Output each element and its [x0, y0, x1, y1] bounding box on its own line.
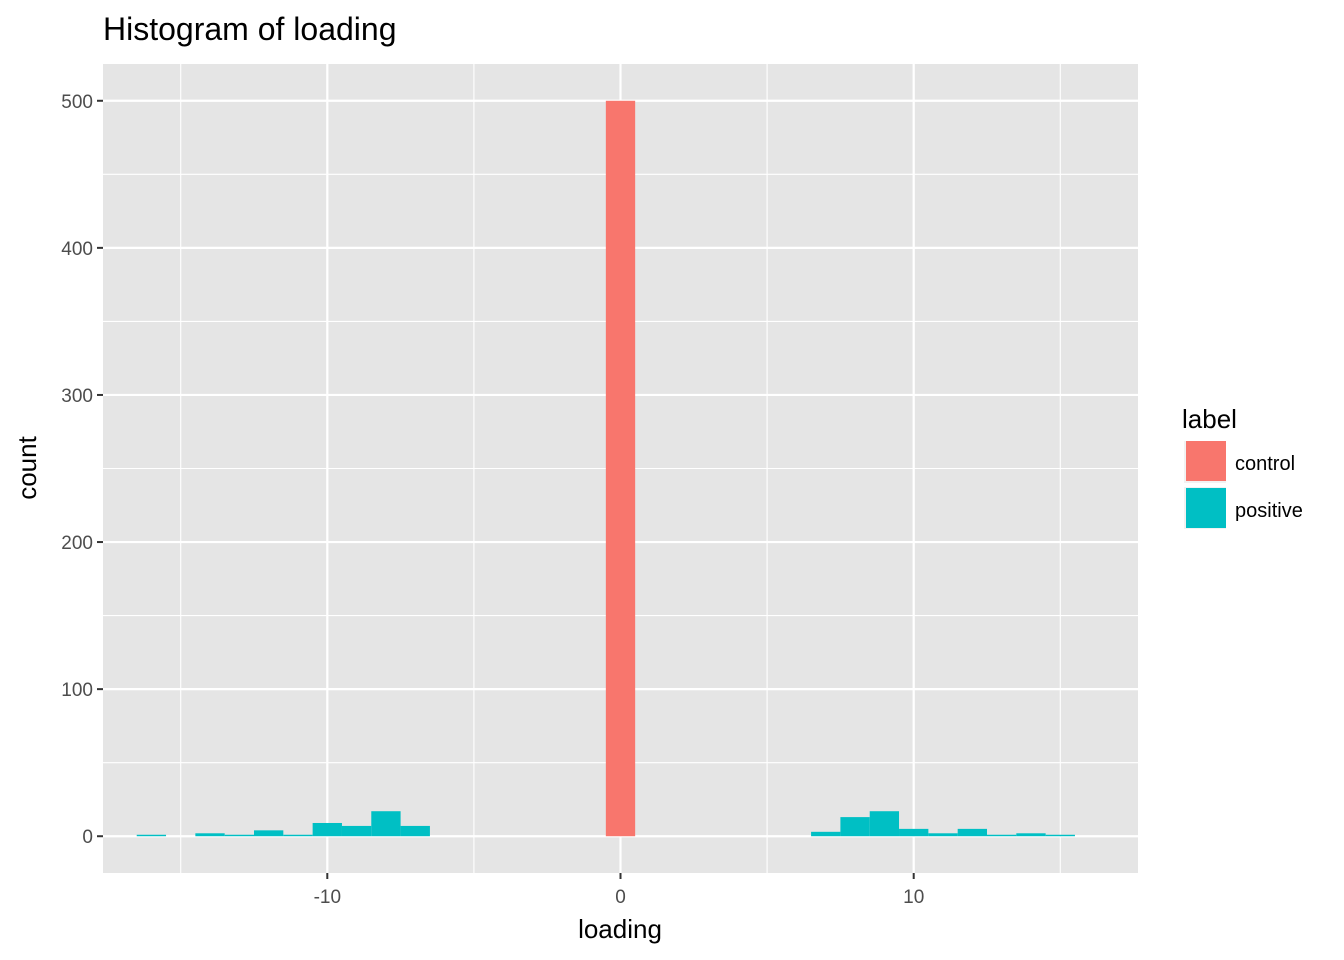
bar-positive: [136, 834, 167, 837]
x-tick-label: 10: [903, 887, 924, 908]
y-tick-label: 500: [61, 92, 93, 113]
legend-title: label: [1182, 404, 1237, 434]
bar-positive: [283, 834, 313, 837]
histogram-bars: [136, 100, 1075, 837]
bar-positive: [869, 811, 900, 837]
legend-swatch-control: [1186, 441, 1226, 481]
bar-positive: [341, 825, 372, 837]
x-tick-label: -10: [314, 887, 341, 908]
bar-positive: [928, 833, 958, 837]
x-axis-title: loading: [578, 914, 662, 944]
x-axis: -10 0 10: [314, 873, 924, 908]
y-tick-label: 0: [82, 827, 93, 848]
y-axis-title: count: [12, 435, 42, 499]
y-tick-label: 300: [61, 386, 93, 407]
bar-positive: [957, 828, 988, 837]
bar-positive: [899, 828, 929, 837]
legend-label-positive: positive: [1235, 500, 1303, 522]
bar-positive: [987, 834, 1017, 837]
bar-positive: [811, 831, 841, 837]
y-tick-label: 400: [61, 239, 93, 260]
legend: label control positive: [1182, 404, 1303, 529]
chart-title: Histogram of loading: [103, 11, 396, 47]
legend-swatch-positive: [1186, 488, 1226, 528]
bar-positive: [1045, 834, 1075, 837]
x-tick-label: 0: [615, 887, 626, 908]
bar-control: [605, 100, 636, 837]
bar-positive: [371, 811, 401, 837]
bar-positive: [224, 834, 254, 837]
bar-positive: [312, 822, 342, 837]
y-tick-label: 200: [61, 533, 93, 554]
bar-positive: [1016, 833, 1046, 837]
y-axis: 0 100 200 300 400 500: [61, 92, 103, 848]
y-tick-label: 100: [61, 680, 93, 701]
bar-positive: [400, 825, 430, 837]
bar-positive: [840, 817, 870, 837]
bar-positive: [253, 830, 284, 837]
legend-label-control: control: [1235, 453, 1295, 475]
bar-positive: [195, 833, 225, 837]
